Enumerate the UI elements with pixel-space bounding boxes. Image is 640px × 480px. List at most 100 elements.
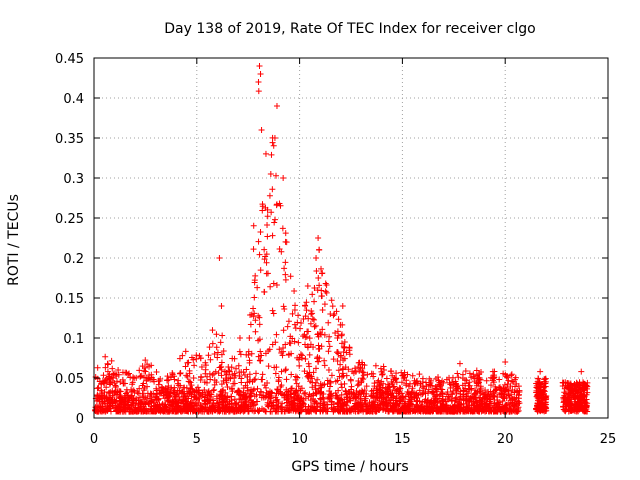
data-point: [302, 313, 309, 320]
data-point: [126, 370, 133, 377]
data-point: [508, 371, 515, 378]
data-point: [209, 340, 216, 347]
data-point: [214, 354, 221, 361]
data-point: [103, 384, 110, 391]
data-point: [94, 375, 101, 382]
data-point: [171, 394, 178, 401]
data-point: [339, 405, 346, 412]
data-point: [259, 207, 266, 214]
data-point: [341, 345, 348, 352]
data-point: [300, 333, 307, 340]
data-point: [117, 378, 124, 385]
data-point: [217, 392, 224, 399]
data-point: [128, 399, 135, 406]
data-point: [475, 380, 482, 387]
data-point: [568, 407, 575, 414]
data-point: [216, 255, 223, 261]
data-point: [325, 366, 332, 373]
data-point: [293, 380, 300, 387]
data-point: [166, 407, 173, 414]
data-point: [98, 381, 105, 388]
data-point: [512, 408, 519, 415]
data-point: [504, 381, 511, 388]
data-point: [389, 372, 396, 379]
data-point: [309, 384, 316, 391]
data-point: [395, 390, 402, 397]
data-point: [109, 365, 116, 372]
data-point: [343, 402, 350, 409]
data-point: [264, 233, 271, 240]
data-point: [338, 384, 345, 391]
data-point: [367, 393, 374, 400]
data-point: [202, 366, 209, 373]
data-point: [209, 372, 216, 379]
data-point: [352, 393, 359, 400]
data-point: [534, 402, 541, 409]
data-point: [505, 377, 512, 384]
data-point: [302, 395, 309, 402]
data-point: [404, 406, 411, 413]
data-point: [348, 383, 355, 390]
data-point: [462, 367, 469, 374]
data-point: [378, 371, 385, 378]
y-tick-label: 0.4: [63, 92, 84, 107]
data-point: [235, 387, 242, 394]
data-point: [218, 372, 225, 379]
data-point: [382, 394, 389, 401]
data-point: [285, 318, 292, 325]
data-point: [442, 398, 449, 405]
data-point: [334, 334, 341, 341]
data-point: [167, 374, 174, 381]
data-point: [310, 406, 317, 413]
data-point: [318, 270, 325, 277]
data-point: [107, 403, 114, 410]
data-point: [384, 388, 391, 395]
data-point: [407, 400, 414, 407]
y-tick-label: 0.35: [55, 132, 84, 147]
data-point: [229, 371, 236, 378]
data-point: [509, 395, 516, 402]
data-point: [174, 380, 181, 387]
data-point: [168, 408, 175, 415]
data-point: [249, 387, 256, 394]
data-point: [182, 348, 189, 355]
data-point: [408, 395, 415, 402]
data-point: [574, 407, 581, 414]
data-point: [351, 400, 358, 407]
data-point: [360, 372, 367, 379]
data-point: [501, 388, 508, 395]
data-point: [247, 321, 254, 328]
data-point: [125, 394, 132, 401]
data-point: [387, 391, 394, 398]
data-point: [267, 408, 274, 415]
data-point: [370, 373, 377, 380]
data-point: [540, 394, 547, 401]
data-point: [190, 374, 197, 381]
data-point: [244, 387, 251, 394]
data-point: [191, 393, 198, 400]
data-point: [252, 272, 259, 279]
data-point: [379, 394, 386, 401]
data-point: [213, 331, 220, 338]
data-point: [295, 312, 302, 319]
data-point: [207, 405, 214, 412]
data-point: [237, 351, 244, 358]
data-point: [280, 348, 287, 355]
data-point: [275, 374, 282, 381]
data-point: [144, 383, 151, 390]
data-point: [305, 328, 312, 335]
data-point: [115, 367, 122, 374]
data-point: [250, 305, 257, 312]
data-point: [140, 380, 147, 387]
data-point: [176, 387, 183, 394]
data-point: [199, 404, 206, 411]
data-point: [129, 379, 136, 386]
data-point: [186, 404, 193, 411]
data-point: [279, 400, 286, 407]
data-point: [488, 400, 495, 407]
data-point: [278, 368, 285, 375]
data-point: [327, 379, 334, 386]
data-point: [313, 268, 320, 275]
data-point: [255, 88, 262, 95]
data-point: [232, 372, 239, 379]
